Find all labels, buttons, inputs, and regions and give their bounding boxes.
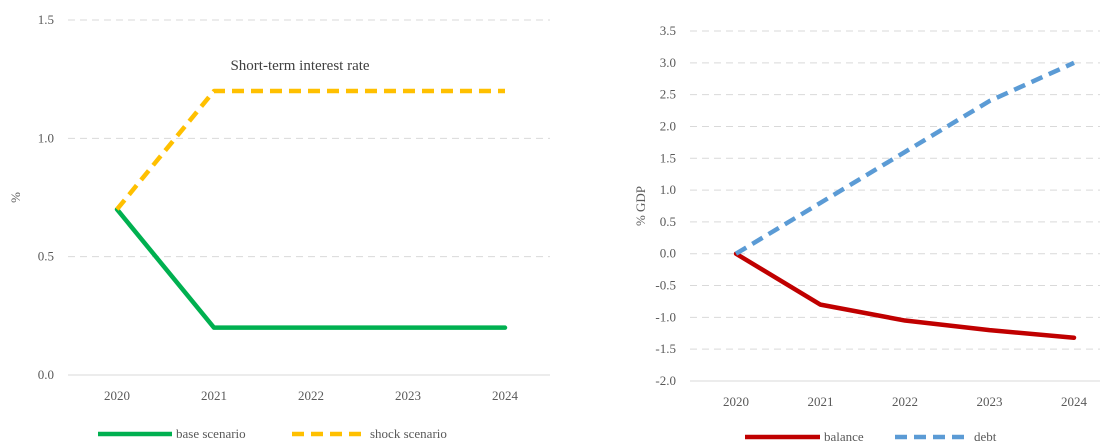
legend-label: base scenario (176, 426, 246, 441)
y-tick-label: -2.0 (655, 373, 676, 388)
y-axis-title: % (8, 192, 23, 203)
y-tick-label: 1.0 (38, 130, 54, 145)
x-tick-label: 2023 (977, 394, 1003, 409)
x-tick-label: 2024 (492, 388, 519, 403)
y-tick-label: 3.0 (660, 55, 676, 70)
y-axis-title: % GDP (633, 186, 648, 226)
fiscal-chart: -2.0 -1.5 -1.0 -0.5 0.0 0.5 1.0 1.5 2.0 2.5 3.0 3.5… (550, 0, 1100, 448)
x-tick-label: 2022 (298, 388, 324, 403)
y-tick-label: -0.5 (655, 278, 676, 293)
y-tick-label: 2.5 (660, 87, 676, 102)
x-tick-label: 2020 (104, 388, 130, 403)
x-tick-label: 2021 (201, 388, 227, 403)
y-tick-label: 0.0 (38, 367, 54, 382)
series-line-base-scenario (117, 209, 505, 327)
x-tick-label: 2023 (395, 388, 421, 403)
legend-label: balance (824, 429, 864, 444)
series-line-balance (736, 254, 1074, 338)
x-tick-label: 2022 (892, 394, 918, 409)
x-tick-label: 2024 (1061, 394, 1088, 409)
y-tick-label: 1.0 (660, 182, 676, 197)
y-tick-label: 0.5 (38, 249, 54, 264)
y-tick-label: 1.5 (38, 12, 54, 27)
interest-rate-chart: 0.0 0.5 1.0 1.5 2020 2021 2022 2023 2024% Short-t… (0, 0, 550, 448)
y-tick-label: -1.0 (655, 309, 676, 324)
y-tick-label: -1.5 (655, 341, 676, 356)
legend-label: debt (974, 429, 997, 444)
y-tick-label: 2.0 (660, 118, 676, 133)
x-tick-label: 2021 (808, 394, 834, 409)
y-tick-label: 3.5 (660, 23, 676, 38)
series-line-shock-scenario (117, 91, 505, 209)
legend-label: shock scenario (370, 426, 447, 441)
y-tick-label: 0.0 (660, 246, 676, 261)
x-tick-label: 2020 (723, 394, 749, 409)
chart-title: Short-term interest rate (230, 58, 369, 74)
y-tick-label: 0.5 (660, 214, 676, 229)
y-tick-label: 1.5 (660, 150, 676, 165)
